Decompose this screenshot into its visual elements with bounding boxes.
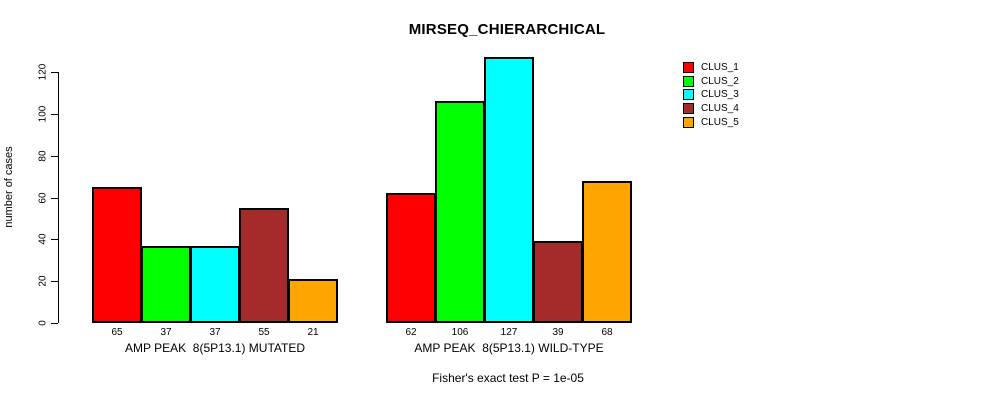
footnote: Fisher's exact test P = 1e-05 — [432, 371, 584, 385]
y-axis-tick-label: 80 — [37, 150, 49, 162]
legend-swatch-icon — [683, 116, 694, 128]
y-axis-line — [58, 72, 59, 323]
legend-label: CLUS_2 — [701, 75, 739, 87]
y-axis-tick — [51, 72, 58, 73]
legend-item-clus_3: CLUS_3 — [683, 88, 739, 102]
y-axis-tick-label: 60 — [37, 191, 49, 204]
legend-label: CLUS_5 — [701, 116, 739, 128]
bar-value-label: 39 — [552, 327, 564, 338]
y-axis-tick — [51, 197, 58, 199]
bar-clus_2-group1 — [141, 246, 191, 323]
y-axis-tick-label: 20 — [37, 275, 49, 287]
y-axis-tick — [51, 155, 58, 157]
legend-swatch-icon — [683, 75, 694, 87]
y-axis-tick-label: 0 — [37, 320, 49, 326]
legend-item-clus_2: CLUS_2 — [683, 75, 739, 89]
y-axis-tick-label: 120 — [37, 63, 49, 81]
y-axis-tick-label: 40 — [37, 233, 49, 245]
bar-value-label: 65 — [111, 327, 123, 338]
bar-clus_1-group2 — [386, 193, 436, 323]
legend: CLUS_1 CLUS_2 CLUS_3 CLUS_4 CLUS_5 — [683, 61, 739, 129]
chart-title: MIRSEQ_CHIERARCHICAL — [408, 21, 606, 38]
bar-value-label: 55 — [258, 327, 270, 338]
bar-value-label: 62 — [405, 327, 417, 338]
legend-label: CLUS_4 — [701, 103, 739, 115]
group-label: AMP PEAK 8(5P13.1) MUTATED — [124, 341, 306, 355]
bar-value-label: 106 — [451, 327, 469, 338]
bar-value-label: 37 — [209, 327, 221, 338]
legend-item-clus_4: CLUS_4 — [683, 102, 739, 116]
bar-clus_5-group2 — [582, 181, 632, 323]
y-axis-tick-label: 100 — [37, 105, 49, 123]
y-axis-tick — [51, 113, 58, 115]
legend-label: CLUS_1 — [701, 62, 739, 74]
legend-item-clus_5: CLUS_5 — [683, 115, 739, 129]
legend-label: CLUS_3 — [701, 89, 739, 101]
group-label: AMP PEAK 8(5P13.1) WILD-TYPE — [414, 341, 604, 355]
bar-clus_1-group1 — [92, 187, 142, 323]
bar-clus_5-group1 — [288, 279, 338, 323]
bar-value-label: 127 — [500, 327, 518, 338]
y-axis-tick — [51, 323, 58, 324]
bar-clus_2-group2 — [435, 101, 485, 323]
bar-value-label: 37 — [160, 327, 172, 338]
bar-clus_3-group1 — [190, 246, 240, 323]
bar-clus_3-group2 — [484, 57, 534, 323]
y-axis-tick — [51, 281, 58, 283]
bar-clus_4-group2 — [533, 241, 583, 323]
legend-swatch-icon — [683, 62, 694, 74]
bar-clus_4-group1 — [239, 208, 289, 323]
bar-value-label: 21 — [307, 327, 319, 338]
legend-swatch-icon — [683, 89, 694, 101]
bar-value-label: 68 — [601, 327, 613, 338]
y-axis-label: number of cases — [3, 146, 15, 228]
y-axis-tick — [51, 239, 58, 241]
legend-swatch-icon — [683, 103, 694, 115]
legend-item-clus_1: CLUS_1 — [683, 61, 739, 75]
